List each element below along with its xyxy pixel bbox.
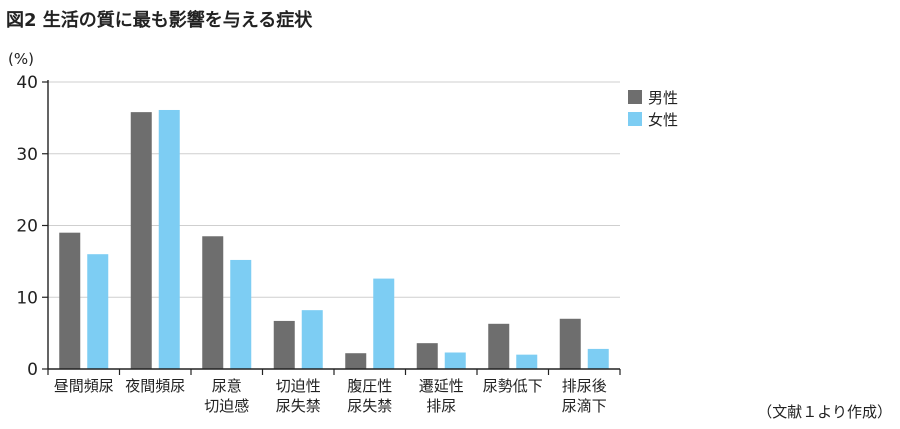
y-axis-unit-label: (%) (8, 50, 34, 68)
source-note: （文献１より作成） (757, 403, 892, 421)
legend-label: 女性 (648, 111, 678, 129)
bars-group (59, 109, 609, 370)
legend-swatch (628, 90, 642, 104)
bar-female (87, 254, 109, 369)
chart-title: 図2 生活の質に最も影響を与える症状 (6, 9, 313, 31)
bar-male (488, 323, 510, 369)
x-category-label: 尿失禁 (276, 397, 321, 415)
x-category-label: 尿意 (212, 377, 242, 395)
x-category-label: 夜間頻尿 (125, 377, 185, 395)
y-tick-label: 30 (16, 145, 38, 165)
x-category-label: 尿失禁 (347, 397, 392, 415)
x-category-label: 遷延性 (419, 377, 464, 395)
bar-male (273, 320, 295, 369)
y-tick-label: 0 (27, 360, 38, 380)
x-category-label: 切迫感 (204, 397, 249, 415)
axes (42, 80, 621, 375)
x-category-label: 尿勢低下 (483, 377, 543, 395)
bar-male (130, 112, 152, 369)
bar-male (59, 232, 81, 369)
x-category-label: 切迫性 (276, 377, 321, 395)
bar-female (301, 310, 323, 369)
y-tick-label: 20 (16, 217, 38, 237)
bar-female (230, 259, 252, 369)
bar-male (202, 236, 224, 369)
x-category-label: 排尿 (426, 397, 456, 415)
legend-swatch (628, 112, 642, 126)
x-category-label: 尿滴下 (562, 397, 607, 415)
bar-male (345, 353, 367, 369)
bar-female (516, 354, 538, 369)
y-tick-labels: 0 10 20 30 40 (16, 73, 38, 380)
legend-label: 男性 (648, 89, 678, 107)
bar-male (559, 318, 581, 369)
y-tick-label: 40 (16, 73, 38, 93)
y-tick-label: 10 (16, 288, 38, 308)
bar-female (444, 352, 466, 369)
bar-female (587, 348, 609, 369)
x-category-label: 排尿後 (562, 377, 607, 395)
bar-female (373, 278, 395, 369)
x-category-label: 昼間頻尿 (54, 377, 114, 395)
bar-male (416, 343, 438, 369)
bar-female (158, 109, 180, 370)
x-category-label: 腹圧性 (347, 377, 392, 395)
